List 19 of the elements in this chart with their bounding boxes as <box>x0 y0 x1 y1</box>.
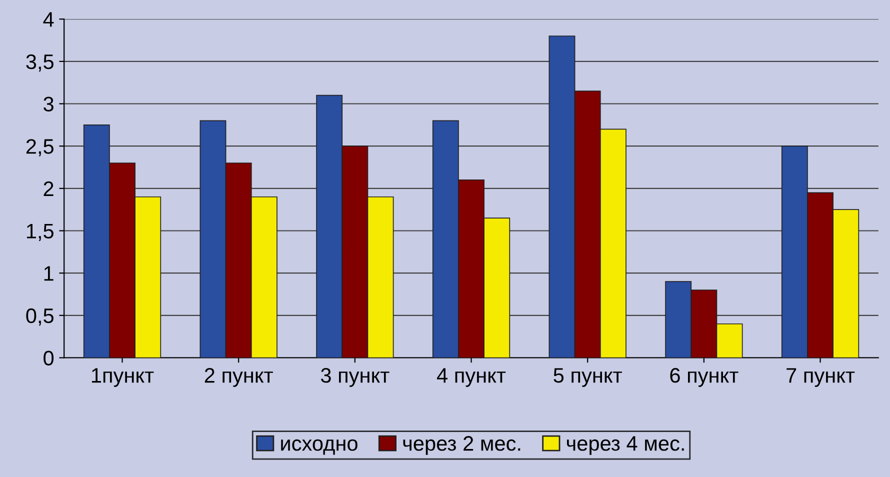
y-tick-label: 1,5 <box>26 224 54 241</box>
y-tick-label: 4 <box>43 12 54 27</box>
y-tick-label: 3 <box>44 96 54 112</box>
y-tick-label: 2,5 <box>26 139 54 156</box>
x-tick-label: 2 пункт <box>204 368 273 387</box>
legend-label: исходно <box>281 439 358 455</box>
y-tick-label: 3,5 <box>26 54 54 72</box>
x-tick-label: 1пункт <box>92 368 154 387</box>
y-tick-label: 2 <box>44 181 54 196</box>
y-tick-label: 0,5 <box>26 308 54 326</box>
y-tick-label: 1 <box>44 266 54 281</box>
x-tick-label: 5 пункт <box>554 368 622 387</box>
x-tick-label: 7 пункт <box>786 368 855 387</box>
x-tick-label: 4 пункт <box>437 368 506 387</box>
x-tick-label: 3 пункт <box>320 368 390 387</box>
legend-label: через 4 мес. <box>567 436 684 455</box>
x-tick-label: 6 пункт <box>670 368 738 387</box>
legend-label: через 2 мес. <box>403 436 520 455</box>
y-tick-label: 0 <box>44 350 54 366</box>
